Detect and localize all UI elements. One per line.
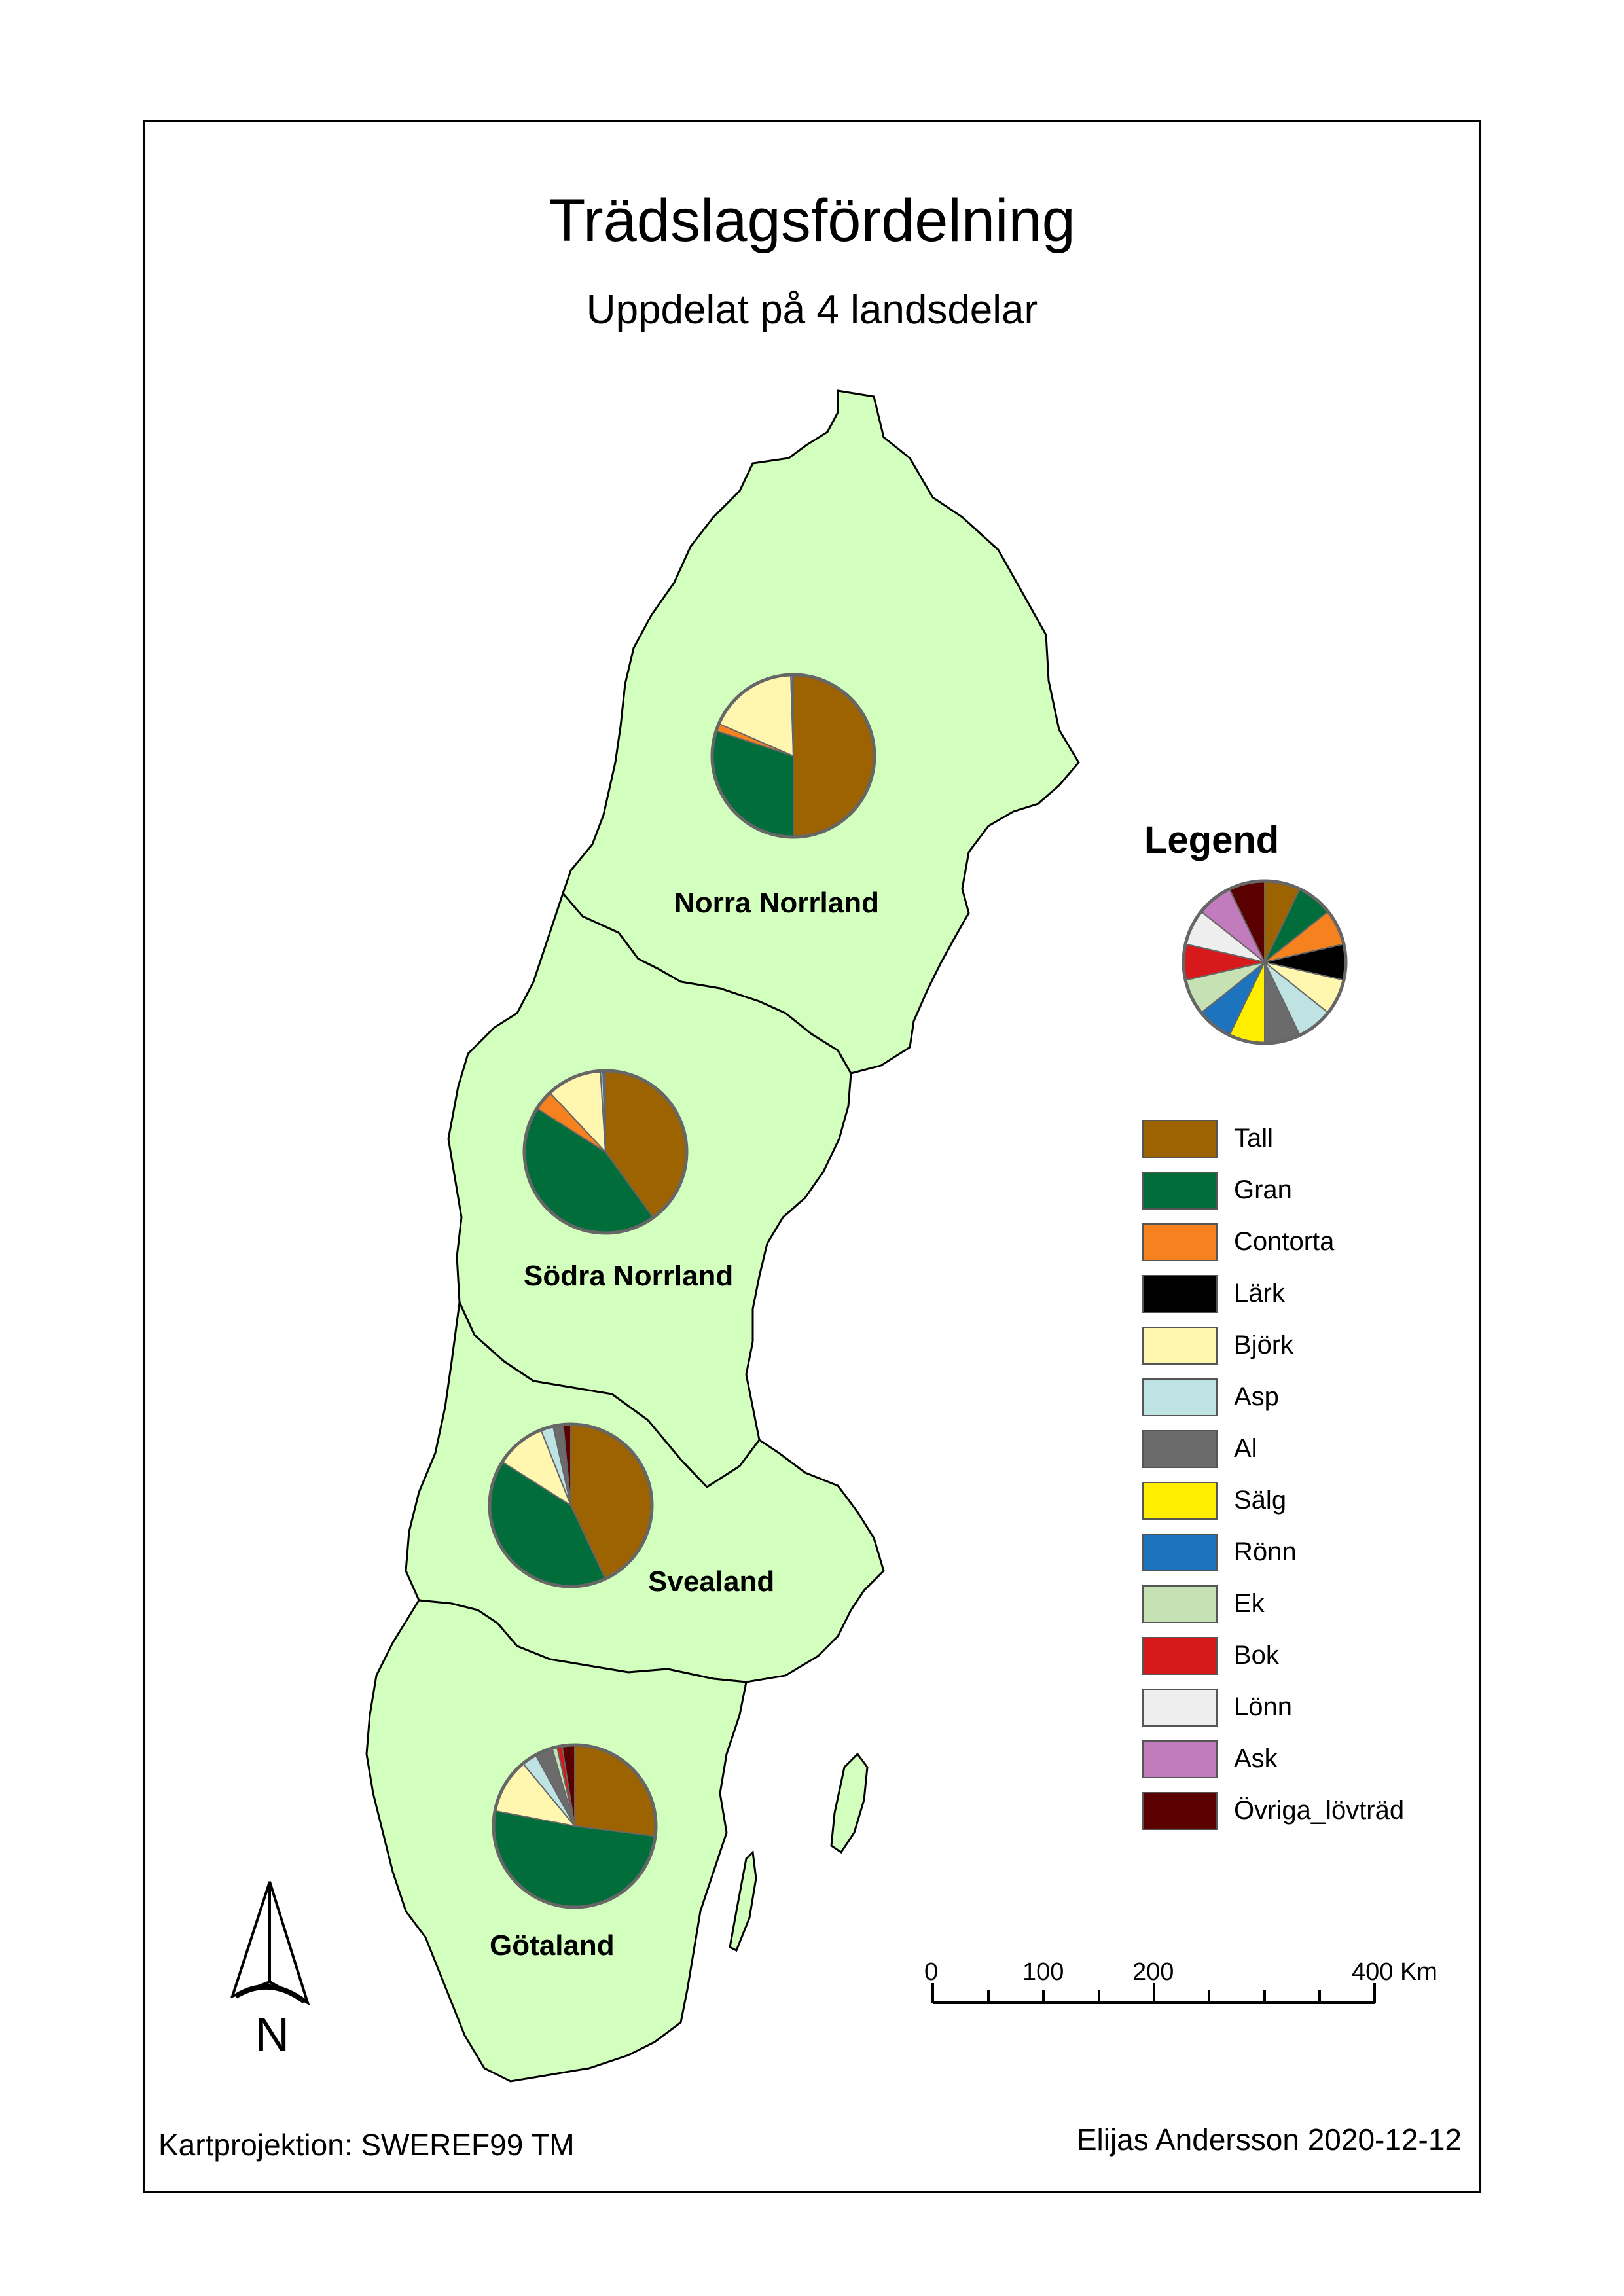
legend-label: Al <box>1234 1434 1257 1463</box>
legend-swatch <box>1142 1585 1218 1623</box>
pie-svealand-outline <box>488 1422 654 1588</box>
legend-swatch <box>1142 1172 1218 1210</box>
legend-swatch <box>1142 1430 1218 1468</box>
legend-label: Övriga_lövträd <box>1234 1796 1405 1825</box>
island-oland <box>729 1850 757 1952</box>
pie-gotaland-outline <box>492 1743 658 1909</box>
legend-label: Lärk <box>1234 1279 1285 1308</box>
legend-swatch <box>1142 1120 1218 1158</box>
legend-swatch <box>1142 1482 1218 1520</box>
legend-pie <box>1182 879 1348 1045</box>
north-arrow-icon <box>230 1881 310 2006</box>
footer-author-date: Elijas Andersson 2020-12-12 <box>1076 2123 1462 2157</box>
legend-label: Lönn <box>1234 1693 1292 1721</box>
legend-label: Bok <box>1234 1641 1279 1670</box>
legend-label: Rönn <box>1234 1537 1297 1566</box>
legend-label: Gran <box>1234 1175 1292 1204</box>
legend-label: Björk <box>1234 1331 1294 1359</box>
region-label-gotaland: Götaland <box>490 1929 615 1962</box>
scale-label-0: 0 <box>924 1958 939 1986</box>
legend-swatch <box>1142 1740 1218 1778</box>
map-title: Trädslagsfördelning <box>549 187 1075 254</box>
legend-swatch <box>1142 1327 1218 1365</box>
pie-sodra-norrland-outline <box>522 1069 689 1235</box>
map-frame <box>143 120 1481 2193</box>
scale-bar <box>931 1983 1376 2004</box>
pie-norra-norrland-outline <box>710 673 876 839</box>
footer-projection: Kartprojektion: SWEREF99 TM <box>158 2128 575 2162</box>
legend-pie-outline <box>1182 879 1348 1045</box>
legend-label: Ek <box>1234 1589 1265 1618</box>
map-subtitle: Uppdelat på 4 landsdelar <box>586 287 1038 332</box>
sweden-regions <box>365 389 1080 2083</box>
legend-swatch <box>1142 1275 1218 1313</box>
island-gotland <box>830 1752 869 1854</box>
scale-label-200: 200 <box>1132 1958 1174 1986</box>
legend-label: Ask <box>1234 1744 1278 1773</box>
legend-label: Asp <box>1234 1382 1279 1411</box>
scale-label-100: 100 <box>1022 1958 1064 1986</box>
legend-swatch <box>1142 1223 1218 1261</box>
north-arrow-label: N <box>255 2009 289 2061</box>
region-label-norra-norrland: Norra Norrland <box>674 887 879 919</box>
scale-label-400: 400 Km <box>1352 1958 1437 1986</box>
legend-label: Tall <box>1234 1124 1274 1153</box>
pie-charts <box>488 673 876 1909</box>
legend-label: Contorta <box>1234 1227 1335 1256</box>
region-label-svealand: Svealand <box>648 1566 775 1598</box>
region-label-sodra-norrland: Södra Norrland <box>524 1260 734 1292</box>
legend-swatch <box>1142 1534 1218 1571</box>
legend-swatch <box>1142 1637 1218 1675</box>
legend-title: Legend <box>1144 819 1280 861</box>
legend-swatch <box>1142 1378 1218 1416</box>
legend-label: Sälg <box>1234 1486 1287 1515</box>
legend-swatch <box>1142 1689 1218 1727</box>
legend-swatch <box>1142 1792 1218 1830</box>
